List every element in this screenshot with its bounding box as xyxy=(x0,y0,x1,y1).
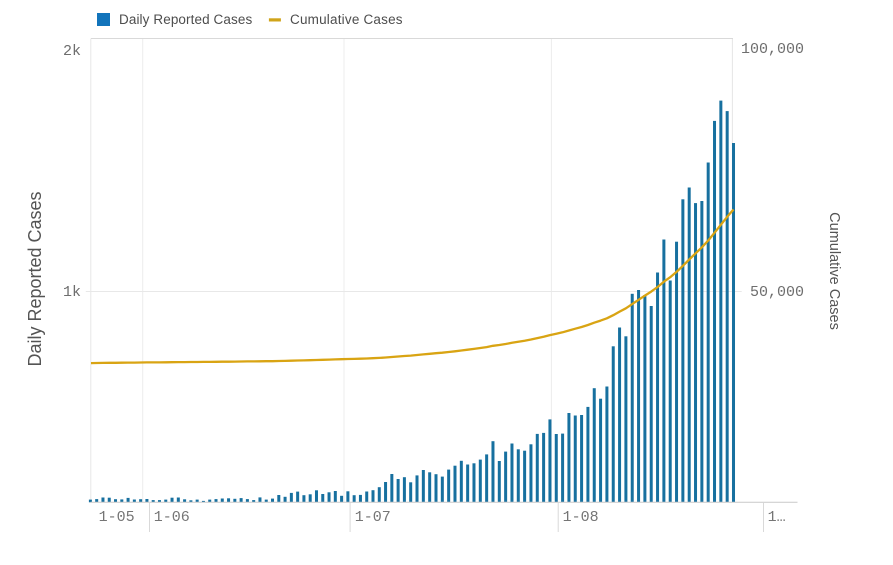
svg-text:2k: 2k xyxy=(63,43,81,60)
svg-text:Cumulative Cases: Cumulative Cases xyxy=(826,212,842,330)
svg-text:1k: 1k xyxy=(63,284,81,301)
svg-text:1-08: 1-08 xyxy=(563,509,599,526)
svg-text:1…: 1… xyxy=(768,509,786,526)
svg-text:1-07: 1-07 xyxy=(355,509,391,526)
svg-text:1-06: 1-06 xyxy=(154,509,190,526)
svg-text:Cumulative Cases: Cumulative Cases xyxy=(290,12,403,27)
svg-text:Daily Reported Cases: Daily Reported Cases xyxy=(119,12,252,27)
svg-text:Daily Reported Cases: Daily Reported Cases xyxy=(25,191,45,366)
svg-text:100,000: 100,000 xyxy=(741,41,804,58)
svg-text:1-05: 1-05 xyxy=(99,509,135,526)
svg-text:50,000: 50,000 xyxy=(750,284,804,301)
